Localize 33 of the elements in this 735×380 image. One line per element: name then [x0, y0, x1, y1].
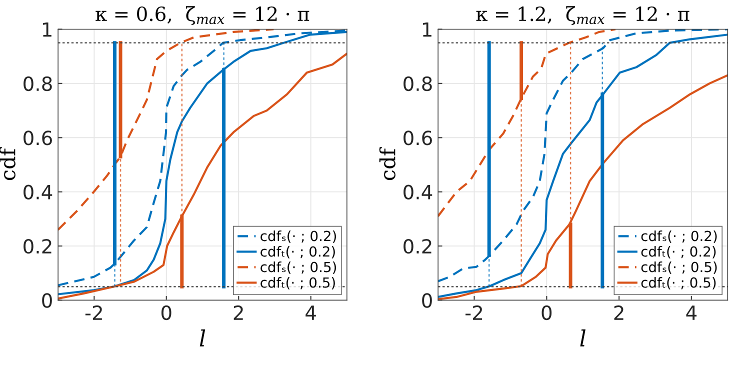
- y-tick-label: 1: [42, 22, 52, 37]
- y-tick-label: 0.6: [404, 130, 432, 146]
- y-tick-label: 0: [422, 293, 432, 308]
- y-tick-label: 0.2: [404, 238, 432, 254]
- y-tick-label: 0.4: [404, 184, 432, 200]
- chart-title: κ = 0.6, ζ$_{max}$ = 12 · π: [96, 6, 310, 25]
- y-tick-label: 1: [422, 22, 432, 37]
- y-tick-label: 0.6: [24, 130, 52, 146]
- x-axis-title: l: [200, 329, 206, 346]
- x-tick-label: 0: [542, 305, 552, 320]
- x-tick-label: 2: [234, 305, 243, 320]
- legend-label: cdfₛ(· ; 0.2): [641, 230, 717, 243]
- x-tick-label: 2: [614, 305, 624, 320]
- y-tick-label: 0.8: [24, 76, 52, 92]
- x-tick-label: 4: [686, 306, 697, 320]
- y-tick-label: 0.4: [24, 184, 52, 200]
- y-tick-label: 0.2: [24, 238, 52, 254]
- x-tick-label: 4: [306, 306, 316, 320]
- x-tick-label: 0: [161, 305, 172, 320]
- legend-label: cdfₜ(· ; 0.5): [260, 277, 335, 290]
- x-axis-title: l: [580, 329, 586, 346]
- legend-label: cdfₛ(· ; 0.5): [641, 262, 717, 274]
- y-tick-label: 0: [42, 293, 52, 308]
- legend-label: cdfₛ(· ; 0.2): [260, 230, 336, 243]
- legend-label: cdfₛ(· ; 0.5): [260, 262, 336, 274]
- chart-title: κ = 1.2, ζ$_{max}$ = 12 · π: [476, 6, 690, 25]
- legend-label: cdfₜ(· ; 0.2): [260, 246, 335, 258]
- y-tick-label: 0.8: [404, 76, 432, 92]
- legend-label: cdfₜ(· ; 0.2): [641, 246, 716, 258]
- x-tick-label: -2: [466, 305, 482, 320]
- legend-label: cdfₜ(· ; 0.5): [641, 277, 716, 290]
- y-axis-title: cdf: [379, 147, 396, 180]
- x-tick-label: -2: [85, 305, 102, 320]
